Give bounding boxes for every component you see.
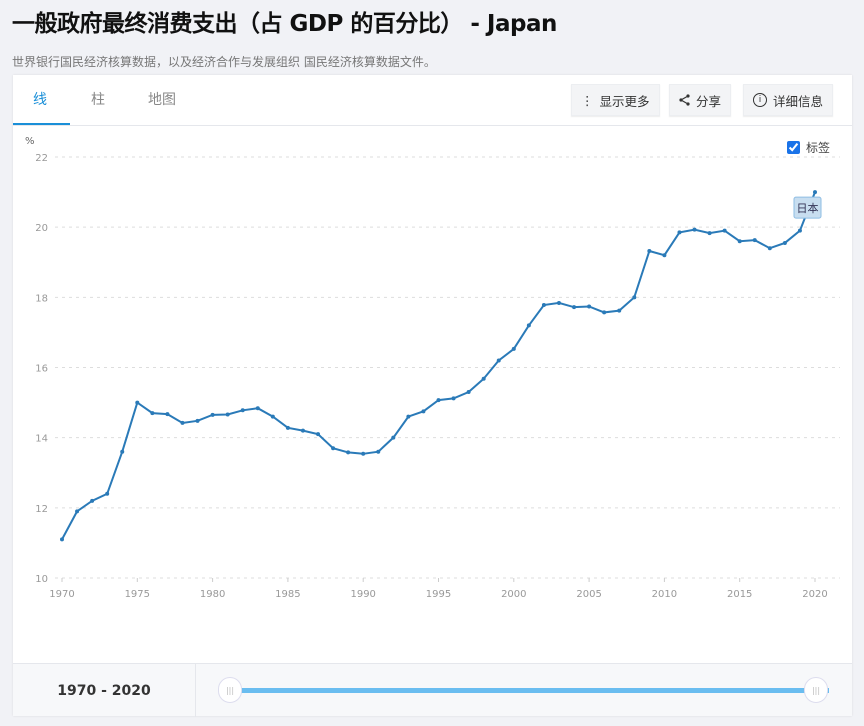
source-note: 世界银行国民经济核算数据，以及经济合作与发展组织 国民经济核算数据文件。 — [12, 55, 436, 69]
share-icon — [679, 94, 690, 106]
range-start-handle[interactable]: ||| — [218, 677, 242, 703]
tab-bar[interactable]: 柱 — [91, 92, 105, 108]
range-bar: 1970 - 2020 ||| ||| — [13, 663, 852, 717]
range-end-handle[interactable]: ||| — [804, 677, 828, 703]
year-range-label: 1970 - 2020 — [13, 664, 196, 717]
details-label: 详细信息 — [773, 93, 824, 109]
active-tab-indicator — [13, 123, 70, 125]
range-slider-track[interactable] — [241, 688, 829, 693]
share-button[interactable]: 分享 — [669, 84, 732, 116]
chart-card: 线 柱 地图 ⋮ 显示更多 分享 i 详细信息 标签 1970 - 2020 |… — [13, 75, 852, 717]
label-checkbox[interactable] — [787, 141, 800, 154]
show-more-button[interactable]: ⋮ 显示更多 — [571, 84, 660, 116]
tab-map[interactable]: 地图 — [148, 92, 176, 108]
label-checkbox-text: 标签 — [806, 141, 831, 155]
page-title: 一般政府最终消费支出（占 GDP 的百分比） - Japan — [12, 11, 557, 37]
show-more-label: 显示更多 — [599, 93, 650, 109]
share-label: 分享 — [696, 93, 722, 109]
label-toggle[interactable]: 标签 — [787, 139, 830, 156]
more-vertical-icon: ⋮ — [581, 92, 594, 108]
details-button[interactable]: i 详细信息 — [743, 84, 834, 116]
tab-line[interactable]: 线 — [33, 92, 47, 108]
info-icon: i — [753, 93, 767, 107]
divider — [13, 125, 852, 126]
